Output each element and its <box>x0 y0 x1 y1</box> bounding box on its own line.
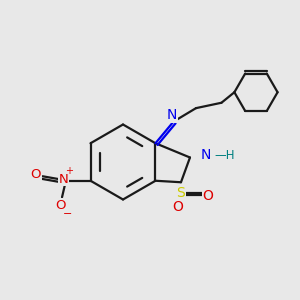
Text: −: − <box>63 209 73 219</box>
Text: O: O <box>172 200 183 214</box>
Text: +: + <box>64 166 73 176</box>
Text: O: O <box>31 168 41 181</box>
Text: O: O <box>202 189 213 203</box>
Text: S: S <box>177 186 185 200</box>
Text: N: N <box>58 173 68 186</box>
Text: N: N <box>200 148 211 162</box>
Text: N: N <box>167 108 177 122</box>
Text: —H: —H <box>214 148 235 162</box>
Text: O: O <box>55 199 66 212</box>
